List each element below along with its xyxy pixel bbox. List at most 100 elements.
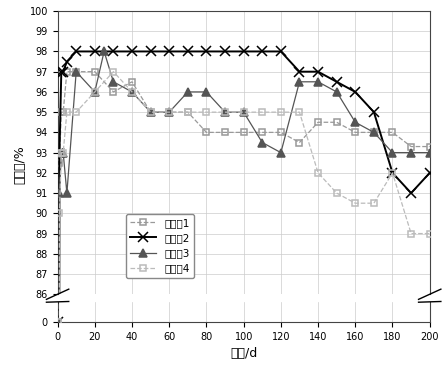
实施例2 [204,49,209,54]
实施例1 [148,110,153,114]
实施例3 [408,150,414,155]
实施例1 [92,70,97,74]
实施例1 [111,90,116,94]
实施例3 [204,90,209,94]
实施例3 [315,79,321,84]
实施例4 [185,110,190,114]
实施例2 [61,70,66,74]
实施例3 [111,79,116,84]
实施例2 [241,49,246,54]
实施例4 [334,191,339,195]
实施例2 [148,49,153,54]
实施例4 [167,110,172,114]
实施例3 [61,150,66,155]
实施例4 [278,110,284,114]
Legend: 实施例1, 实施例2, 实施例3, 实施例4: 实施例1, 实施例2, 实施例3, 实施例4 [126,214,194,278]
实施例1 [204,130,209,135]
实施例1 [167,110,172,114]
实施例4 [353,201,358,205]
实施例4 [148,110,153,114]
实施例1 [185,110,190,114]
实施例3 [371,130,377,135]
实施例1 [427,144,432,149]
实施例1 [353,130,358,135]
实施例1 [278,130,284,135]
实施例4 [315,171,321,175]
实施例4 [222,110,228,114]
Line: 实施例1: 实施例1 [54,68,433,366]
实施例2 [58,70,64,74]
实施例3 [148,110,153,114]
实施例3 [167,110,172,114]
实施例1 [371,130,377,135]
实施例1 [260,130,265,135]
实施例3 [57,191,62,195]
实施例2 [129,49,135,54]
实施例2 [64,59,70,64]
Line: 实施例4: 实施例4 [54,68,433,366]
Line: 实施例2: 实施例2 [53,46,435,366]
实施例3 [74,70,79,74]
实施例4 [92,90,97,94]
实施例3 [390,150,395,155]
实施例2 [167,49,172,54]
实施例4 [111,70,116,74]
实施例1 [390,130,395,135]
实施例4 [427,231,432,236]
实施例4 [57,211,62,216]
实施例4 [61,150,66,155]
实施例1 [241,130,246,135]
实施例4 [204,110,209,114]
实施例3 [278,150,284,155]
实施例3 [241,110,246,114]
实施例4 [390,171,395,175]
实施例2 [222,49,228,54]
实施例1 [61,110,66,114]
实施例3 [92,90,97,94]
实施例2 [353,90,358,94]
实施例1 [74,70,79,74]
实施例3 [260,140,265,145]
实施例1 [57,161,62,165]
实施例4 [371,201,377,205]
实施例2 [74,49,79,54]
实施例3 [334,90,339,94]
实施例3 [222,110,228,114]
实施例3 [129,90,135,94]
实施例2 [315,70,321,74]
实施例2 [408,191,414,195]
实施例4 [408,231,414,236]
实施例1 [64,70,70,74]
实施例1 [129,79,135,84]
实施例3 [353,120,358,124]
实施例2 [390,171,395,175]
实施例4 [241,110,246,114]
X-axis label: 时间/d: 时间/d [230,347,257,361]
实施例1 [315,120,321,124]
实施例3 [101,49,107,54]
实施例3 [427,150,432,155]
实施例2 [371,110,377,114]
实施例1 [408,144,414,149]
实施例4 [260,110,265,114]
实施例2 [185,49,190,54]
实施例3 [185,90,190,94]
实施例3 [58,150,64,155]
实施例2 [57,150,62,155]
实施例4 [64,110,70,114]
实施例2 [334,79,339,84]
实施例4 [74,110,79,114]
实施例2 [278,49,284,54]
实施例4 [129,90,135,94]
实施例1 [297,140,302,145]
实施例1 [334,120,339,124]
实施例2 [92,49,97,54]
实施例3 [64,191,70,195]
实施例3 [297,79,302,84]
Line: 实施例3: 实施例3 [54,47,434,366]
实施例2 [260,49,265,54]
实施例1 [222,130,228,135]
Text: 阻垢率/%: 阻垢率/% [13,145,26,184]
实施例1 [58,110,64,114]
实施例2 [427,171,432,175]
